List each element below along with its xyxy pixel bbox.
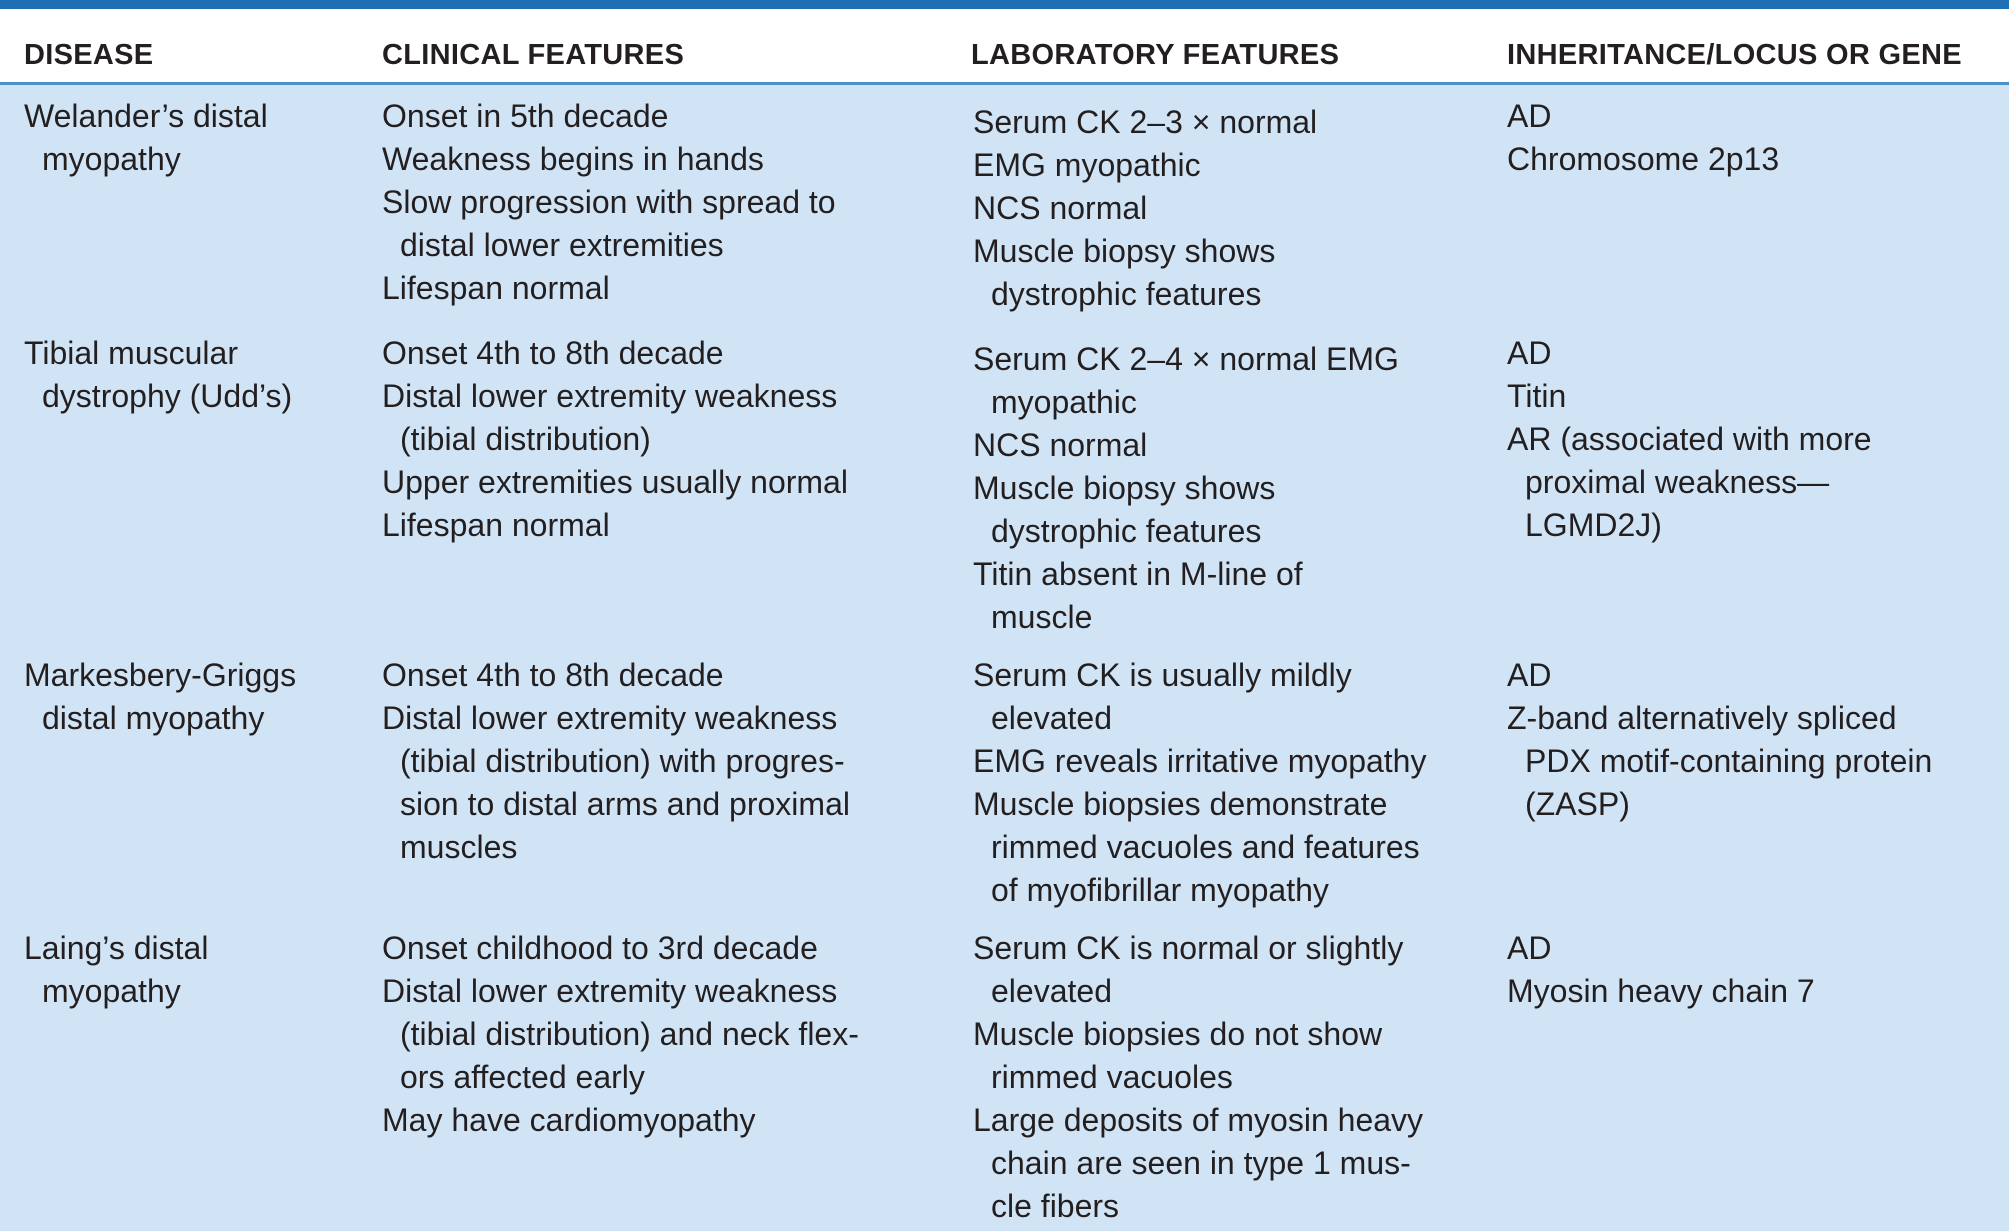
cell-line: NCS normal (973, 190, 1148, 226)
cell-line: Titin absent in M-line of (973, 556, 1303, 592)
cell-line: muscles (400, 829, 518, 865)
cell-line: Laing’s distal (24, 930, 209, 966)
cell-line: Serum CK 2–4 × normal EMG (973, 341, 1399, 377)
cell-line: AD (1507, 335, 1552, 371)
cell-line: Large deposits of myosin heavy (973, 1102, 1424, 1138)
header-laboratory-features: LABORATORY FEATURES (971, 39, 1340, 71)
cell-line: Muscle biopsies demonstrate (973, 786, 1388, 822)
cell-line: Tibial muscular (24, 335, 238, 371)
cell-line: (tibial distribution) (400, 421, 651, 457)
cell-line: muscle (991, 599, 1093, 635)
row-2-clinical: Onset 4th to 8th decade Distal lower ext… (382, 332, 927, 547)
cell-line: PDX motif-containing protein (1525, 743, 1933, 779)
cell-line: AD (1507, 930, 1552, 966)
cell-line: Slow progression with spread to (382, 184, 836, 220)
cell-line: Lifespan normal (382, 507, 610, 543)
cell-line: Distal lower extremity weakness (382, 973, 838, 1009)
row-1-clinical: Onset in 5th decade Weakness begins in h… (382, 95, 927, 310)
row-1-inheritance: AD Chromosome 2p13 (1507, 95, 1997, 181)
cell-line: dystrophic features (991, 513, 1262, 549)
cell-line: ors affected early (400, 1059, 645, 1095)
header-clinical-features: CLINICAL FEATURES (382, 39, 685, 71)
cell-line: elevated (991, 973, 1112, 1009)
cell-line: EMG reveals irritative myopathy (973, 743, 1427, 779)
cell-line: LGMD2J) (1525, 507, 1662, 543)
cell-line: Distal lower extremity weakness (382, 378, 838, 414)
cell-line: elevated (991, 700, 1112, 736)
cell-line: Serum CK 2–3 × normal (973, 104, 1318, 140)
cell-line: dystrophy (Udd’s) (42, 378, 293, 414)
cell-line: myopathy (42, 973, 181, 1009)
cell-line: Myosin heavy chain 7 (1507, 973, 1815, 1009)
cell-line: Titin (1507, 378, 1567, 414)
row-2-laboratory: Serum CK 2–4 × normal EMG myopathic NCS … (973, 338, 1483, 639)
table-body: Welander’s distal myopathy Onset in 5th … (0, 85, 2009, 1231)
cell-line: EMG myopathic (973, 147, 1201, 183)
cell-line: distal myopathy (42, 700, 265, 736)
row-1-disease: Welander’s distal myopathy (24, 95, 364, 181)
row-2-inheritance: AD Titin AR (associated with more proxim… (1507, 332, 1997, 547)
cell-line: AD (1507, 657, 1552, 693)
cell-line: Welander’s distal (24, 98, 268, 134)
table-header: DISEASE CLINICAL FEATURES LABORATORY FEA… (0, 9, 2009, 83)
cell-line: (tibial distribution) and neck flex- (400, 1016, 859, 1052)
cell-line: Muscle biopsies do not show (973, 1016, 1383, 1052)
cell-line: rimmed vacuoles and features (991, 829, 1420, 865)
cell-line: Serum CK is normal or slightly (973, 930, 1404, 966)
cell-line: May have cardiomyopathy (382, 1102, 756, 1138)
header-disease: DISEASE (24, 39, 154, 71)
cell-line: Distal lower extremity weakness (382, 700, 838, 736)
row-4-inheritance: AD Myosin heavy chain 7 (1507, 927, 1997, 1013)
row-2-disease: Tibial muscular dystrophy (Udd’s) (24, 332, 364, 418)
cell-line: distal lower extremities (400, 227, 724, 263)
cell-line: (ZASP) (1525, 786, 1630, 822)
row-4-laboratory: Serum CK is normal or slightly elevated … (973, 927, 1483, 1228)
cell-line: myopathy (42, 141, 181, 177)
row-3-inheritance: AD Z-band alternatively spliced PDX moti… (1507, 654, 1997, 826)
row-3-clinical: Onset 4th to 8th decade Distal lower ext… (382, 654, 927, 869)
cell-line: Z-band alternatively spliced (1507, 700, 1897, 736)
cell-line: chain are seen in type 1 mus- (991, 1145, 1411, 1181)
top-rule (0, 0, 2009, 9)
cell-line: sion to distal arms and proximal (400, 786, 850, 822)
cell-line: Upper extremities usually normal (382, 464, 848, 500)
cell-line: Serum CK is usually mildly (973, 657, 1352, 693)
header-rule (0, 82, 2009, 85)
cell-line: Lifespan normal (382, 270, 610, 306)
cell-line: AD (1507, 98, 1552, 134)
cell-line: AR (associated with more (1507, 421, 1872, 457)
cell-line: NCS normal (973, 427, 1148, 463)
cell-line: Muscle biopsy shows (973, 233, 1276, 269)
row-3-disease: Markesbery-Griggs distal myopathy (24, 654, 364, 740)
cell-line: Muscle biopsy shows (973, 470, 1276, 506)
cell-line: cle fibers (991, 1188, 1120, 1224)
cell-line: myopathic (991, 384, 1137, 420)
cell-line: Onset in 5th decade (382, 98, 669, 134)
cell-line: Onset 4th to 8th decade (382, 657, 724, 693)
cell-line: rimmed vacuoles (991, 1059, 1233, 1095)
row-3-laboratory: Serum CK is usually mildly elevated EMG … (973, 654, 1483, 912)
cell-line: dystrophic features (991, 276, 1262, 312)
cell-line: Markesbery-Griggs (24, 657, 297, 693)
cell-line: Onset 4th to 8th decade (382, 335, 724, 371)
cell-line: of myofibrillar myopathy (991, 872, 1329, 908)
cell-line: Chromosome 2p13 (1507, 141, 1780, 177)
cell-line: Onset childhood to 3rd decade (382, 930, 818, 966)
row-4-disease: Laing’s distal myopathy (24, 927, 364, 1013)
cell-line: (tibial distribution) with progres- (400, 743, 845, 779)
cell-line: proximal weakness— (1525, 464, 1830, 500)
row-1-laboratory: Serum CK 2–3 × normal EMG myopathic NCS … (973, 101, 1483, 316)
header-inheritance: INHERITANCE/LOCUS OR GENE (1507, 39, 1962, 71)
cell-line: Weakness begins in hands (382, 141, 764, 177)
row-4-clinical: Onset childhood to 3rd decade Distal low… (382, 927, 927, 1142)
